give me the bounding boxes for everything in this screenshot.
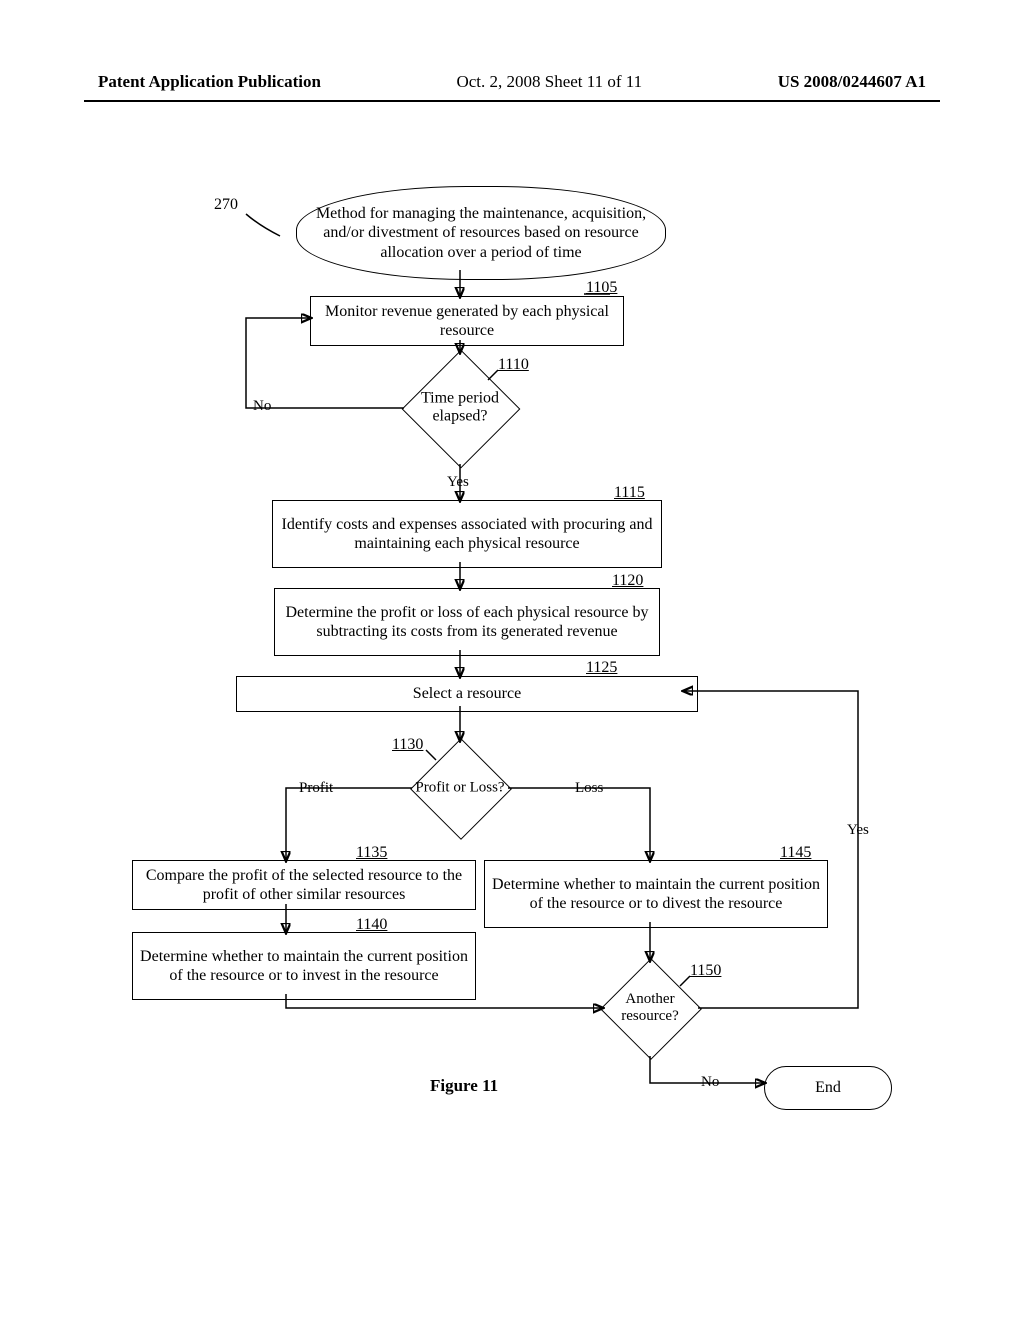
ref-1105: 1105: [586, 279, 617, 297]
text-1130: Profit or Loss?: [410, 779, 510, 796]
diamond-1150: Another resource?: [600, 958, 700, 1058]
box-1105: Monitor revenue generated by each physic…: [310, 296, 624, 346]
label-no-1110: No: [252, 398, 272, 415]
header-left: Patent Application Publication: [98, 72, 321, 92]
text-1135: Compare the profit of the selected resou…: [139, 866, 469, 904]
diamond-1110: Time period elapsed?: [402, 350, 518, 466]
page: Patent Application Publication Oct. 2, 2…: [0, 0, 1024, 1320]
box-1145: Determine whether to maintain the curren…: [484, 860, 828, 928]
header-center: Oct. 2, 2008 Sheet 11 of 11: [456, 72, 642, 92]
text-1120: Determine the profit or loss of each phy…: [281, 603, 653, 641]
header-right: US 2008/0244607 A1: [778, 72, 926, 92]
start-terminal: Method for managing the maintenance, acq…: [296, 186, 666, 280]
end-text: End: [815, 1078, 841, 1097]
box-1125: Select a resource: [236, 676, 698, 712]
label-loss: Loss: [574, 780, 604, 797]
method-ref: 270: [214, 196, 238, 214]
text-1150: Another resource?: [600, 991, 700, 1026]
text-1110: Time period elapsed?: [402, 390, 518, 427]
label-yes-1110: Yes: [446, 474, 470, 491]
box-1135: Compare the profit of the selected resou…: [132, 860, 476, 910]
label-yes-1150: Yes: [846, 822, 870, 839]
box-1140: Determine whether to maintain the curren…: [132, 932, 476, 1000]
ref-1125: 1125: [586, 659, 617, 677]
text-1105: Monitor revenue generated by each physic…: [317, 302, 617, 340]
start-text: Method for managing the maintenance, acq…: [315, 204, 647, 262]
box-1120: Determine the profit or loss of each phy…: [274, 588, 660, 656]
label-no-1150: No: [700, 1074, 720, 1091]
text-1145: Determine whether to maintain the curren…: [491, 875, 821, 913]
text-1125: Select a resource: [413, 684, 521, 703]
box-1115: Identify costs and expenses associated w…: [272, 500, 662, 568]
page-header: Patent Application Publication Oct. 2, 2…: [84, 72, 940, 102]
label-profit: Profit: [298, 780, 334, 797]
figure-caption: Figure 11: [430, 1076, 498, 1096]
diamond-1130: Profit or Loss?: [410, 738, 510, 838]
text-1115: Identify costs and expenses associated w…: [279, 515, 655, 553]
text-1140: Determine whether to maintain the curren…: [139, 947, 469, 985]
end-terminal: End: [764, 1066, 892, 1110]
